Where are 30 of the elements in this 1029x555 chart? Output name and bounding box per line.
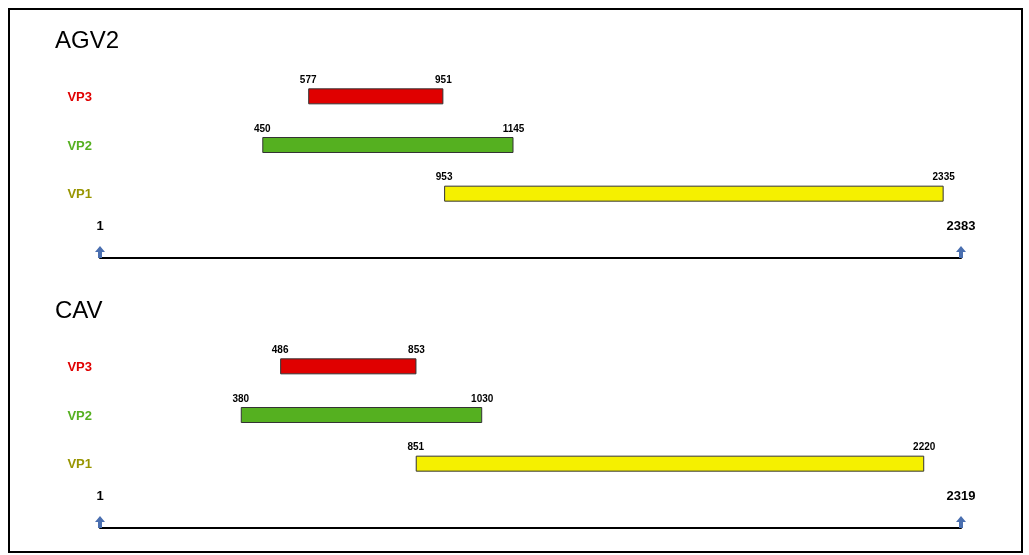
bar	[240, 407, 483, 423]
annotation: 577	[299, 73, 317, 85]
annotation: 951	[435, 73, 453, 85]
x-tick-label: 2319	[946, 488, 976, 503]
annotation: 2220	[913, 441, 936, 453]
bar	[415, 455, 925, 472]
y-tick-label: VP3	[67, 358, 92, 374]
bar	[444, 185, 944, 202]
annotation: 450	[253, 122, 272, 134]
annotation: 2335	[932, 171, 956, 183]
bar	[280, 358, 417, 375]
y-tick-label: VP3	[67, 88, 92, 104]
annotation: 1145	[502, 122, 525, 134]
y-tick-label: VP2	[67, 407, 92, 423]
x-tick-label: 1	[96, 488, 104, 503]
y-tick-label: VP1	[67, 186, 92, 202]
chart-title: CAV	[55, 295, 103, 323]
y-tick-label: VP2	[67, 137, 92, 153]
x-tick-label: 2383	[946, 218, 976, 233]
bar	[262, 137, 514, 153]
annotation: 953	[435, 171, 453, 183]
annotation: 851	[407, 441, 425, 453]
chart-title: AGV2	[55, 25, 120, 53]
annotation: 486	[271, 343, 289, 355]
y-tick-label: VP1	[67, 456, 92, 472]
annotation: 380	[232, 392, 250, 404]
x-tick-label: 1	[96, 218, 104, 233]
bar	[308, 88, 444, 105]
annotation: 853	[408, 343, 426, 355]
annotation: 1030	[471, 392, 494, 404]
